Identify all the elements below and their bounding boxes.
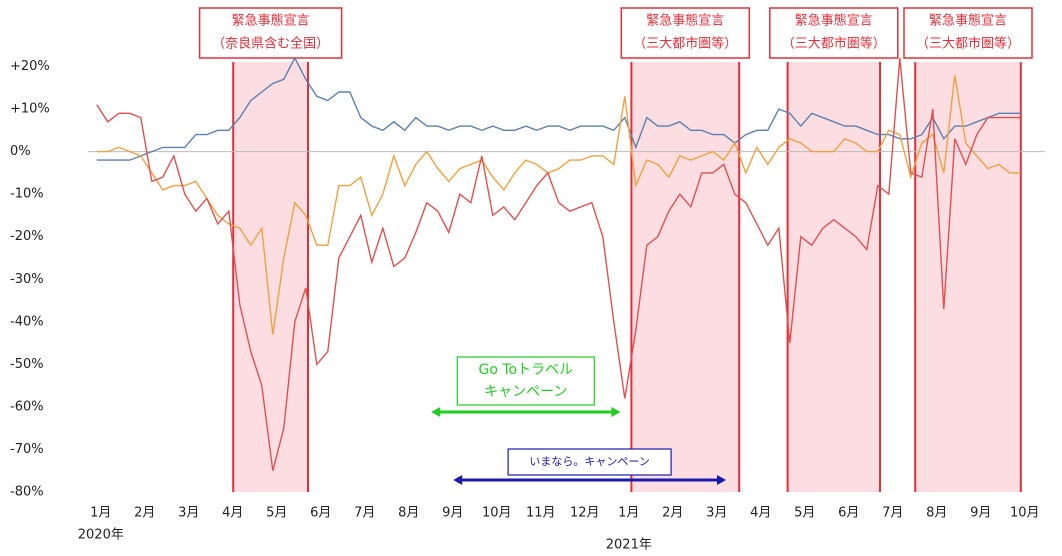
- series-line: [96, 57, 1021, 471]
- period-label-box: [620, 7, 751, 59]
- period-label: 緊急事態宣言: [646, 13, 724, 29]
- period-label-box: [903, 7, 1033, 59]
- x-tick-label: 10月: [1010, 506, 1040, 521]
- x-tick-label: 1月: [618, 506, 639, 521]
- arrow-head: [717, 475, 726, 485]
- period-band: [787, 62, 880, 492]
- x-tick-label: 8月: [398, 506, 419, 521]
- arrow-head: [431, 407, 441, 417]
- period-band: [915, 62, 1021, 492]
- y-tick-label: +20%: [10, 59, 50, 74]
- y-tick-label: -20%: [10, 229, 44, 244]
- x-tick-label: 2月: [662, 506, 683, 521]
- x-tick-label: 2月: [134, 506, 155, 521]
- x-tick-label: 9月: [970, 506, 991, 521]
- period-label: （奈良県含む全国）: [212, 36, 329, 52]
- series-line: [96, 56, 1021, 161]
- x-tick-label: 4月: [750, 506, 771, 521]
- y-tick-label: -10%: [10, 187, 44, 202]
- campaign-label: いまなら。キャンペーン: [529, 455, 649, 468]
- x-tick-label: 3月: [706, 506, 727, 521]
- arrow-head: [611, 407, 621, 417]
- x-tick-label: 9月: [442, 506, 463, 521]
- year-label: 2021年: [606, 538, 652, 553]
- x-tick-label: 11月: [526, 506, 556, 521]
- x-tick-label: 12月: [570, 506, 600, 521]
- x-tick-label: 6月: [838, 506, 859, 521]
- series-line: [96, 74, 1021, 335]
- arrow-head: [453, 475, 463, 485]
- x-tick-label: 5月: [266, 506, 287, 521]
- campaign-label: キャンペーン: [484, 384, 567, 400]
- x-tick-label: 5月: [794, 506, 815, 521]
- year-label: 2020年: [78, 528, 124, 543]
- x-tick-label: 7月: [354, 506, 375, 521]
- x-tick-label: 4月: [222, 506, 243, 521]
- campaign-label-box: [456, 356, 595, 406]
- campaign-label: Go Toトラベル: [478, 362, 573, 378]
- period-label: （三大都市圏等）: [916, 36, 1020, 52]
- period-label: （三大都市圏等）: [782, 36, 886, 52]
- x-tick-label: 6月: [310, 506, 331, 521]
- period-label: 緊急事態宣言: [929, 13, 1007, 29]
- period-label: 緊急事態宣言: [795, 13, 873, 29]
- y-tick-label: 0%: [10, 144, 31, 159]
- x-tick-label: 1月: [90, 506, 111, 521]
- period-label-box: [198, 7, 343, 59]
- campaign-label-box: [507, 448, 672, 476]
- y-tick-label: -70%: [10, 442, 44, 457]
- y-tick-label: +10%: [10, 102, 50, 117]
- y-tick-label: -30%: [10, 272, 44, 287]
- period-band: [233, 62, 308, 492]
- y-tick-label: -50%: [10, 357, 44, 372]
- period-label-box: [769, 7, 899, 59]
- period-band: [631, 62, 740, 492]
- x-tick-label: 8月: [926, 506, 947, 521]
- y-tick-label: -60%: [10, 399, 44, 414]
- x-tick-label: 3月: [178, 506, 199, 521]
- period-label: 緊急事態宣言: [232, 13, 310, 29]
- x-tick-label: 10月: [482, 506, 512, 521]
- x-tick-label: 7月: [882, 506, 903, 521]
- period-label: （三大都市圏等）: [633, 36, 737, 52]
- y-tick-label: -40%: [10, 314, 44, 329]
- y-tick-label: -80%: [10, 485, 44, 500]
